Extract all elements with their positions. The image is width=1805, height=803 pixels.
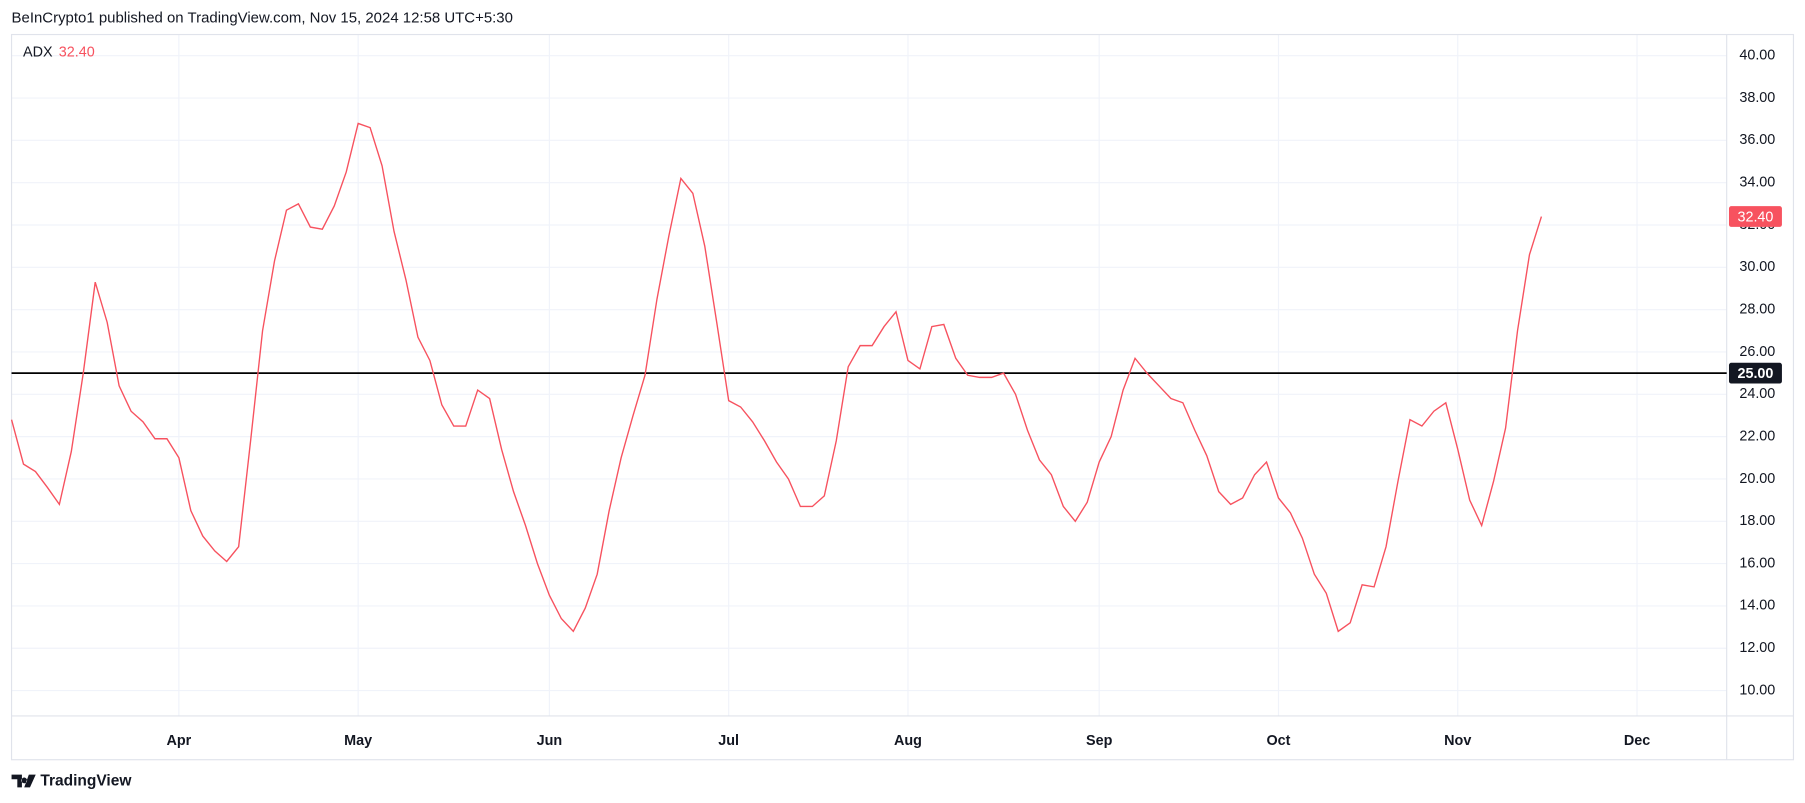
y-tick-label: 40.00 [1739, 47, 1775, 63]
brand-logo [11, 774, 36, 788]
x-tick-label: Jul [718, 733, 739, 749]
x-tick-label: Apr [167, 733, 192, 749]
y-tick-label: 22.00 [1739, 428, 1775, 444]
last-value-label: 32.40 [1737, 209, 1773, 225]
legend-name: ADX [23, 45, 53, 61]
last-value-tag [1728, 206, 1782, 227]
y-tick-label: 20.00 [1739, 471, 1775, 487]
published-note: BeInCrypto1 published on TradingView.com… [12, 9, 513, 26]
x-tick-label: May [344, 733, 372, 749]
x-tick-label: Dec [1624, 733, 1650, 749]
level-tag-label: 25.00 [1737, 366, 1773, 382]
x-tick-label: Aug [894, 733, 922, 749]
x-tick-label: Oct [1266, 733, 1290, 749]
y-tick-label: 38.00 [1739, 90, 1775, 106]
x-tick-label: Jun [537, 733, 563, 749]
y-tick-label: 24.00 [1739, 386, 1775, 402]
x-tick-label: Sep [1086, 733, 1113, 749]
brand-name: TradingView [40, 773, 132, 790]
legend-value: 32.40 [59, 45, 95, 61]
chart-frame [10, 33, 1795, 761]
y-tick-label: 10.00 [1739, 682, 1775, 698]
y-tick-label: 26.00 [1739, 344, 1775, 360]
y-tick-label: 18.00 [1739, 513, 1775, 529]
y-tick-label: 36.00 [1739, 132, 1775, 148]
level-tag [1728, 362, 1782, 384]
y-tick-label: 28.00 [1739, 301, 1775, 317]
y-tick-label: 34.00 [1739, 174, 1775, 190]
y-tick-label: 30.00 [1739, 259, 1775, 275]
x-tick-label: Nov [1444, 733, 1471, 749]
adx-line [10, 122, 1543, 633]
y-tick-label: 14.00 [1739, 598, 1775, 614]
y-tick-label: 12.00 [1739, 640, 1775, 656]
y-tick-label: 16.00 [1739, 555, 1775, 571]
